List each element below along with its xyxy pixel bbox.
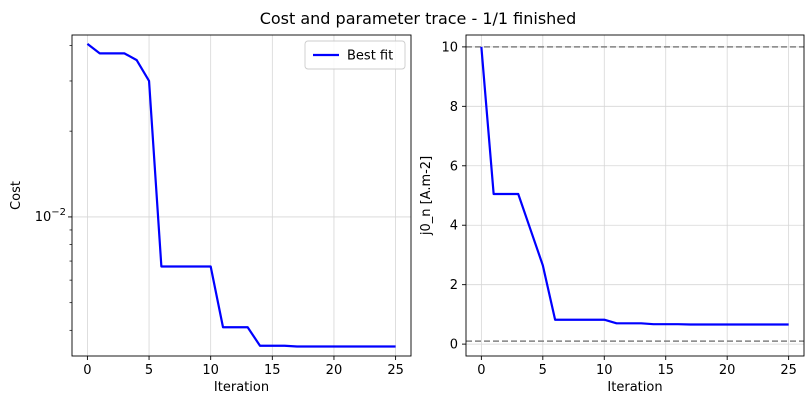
figure-title: Cost and parameter trace - 1/1 finished (260, 9, 577, 28)
right-panel-x-tick-label: 20 (719, 363, 736, 378)
left-panel-x-tick-label: 10 (202, 363, 219, 378)
left-panel-y-axis-title: Cost (9, 181, 24, 210)
right-panel-x-tick-label: 15 (657, 363, 674, 378)
right-panel-x-tick-label: 25 (780, 363, 797, 378)
left-panel-legend-label: Best fit (347, 49, 393, 64)
right-panel-y-axis-title: j0_n [A.m-2] (419, 156, 434, 236)
right-panel-y-tick-label: 6 (450, 159, 458, 174)
right-panel-y-tick-label: 8 (450, 100, 458, 115)
right-panel-x-axis-title: Iteration (607, 380, 662, 395)
right-panel-x-tick-label: 0 (477, 363, 485, 378)
right-panel-y-tick-label: 0 (450, 338, 458, 353)
left-panel-frame (71, 34, 412, 357)
left-panel-x-axis-title: Iteration (214, 380, 269, 395)
right-panel-y-tick-label: 4 (450, 219, 458, 234)
right-panel-y-tick-label: 2 (450, 278, 458, 293)
right-panel-x-tick-label: 5 (539, 363, 547, 378)
left-panel: 0 5 10 15 20 25 10−2 Iteration Cost Best fit (9, 34, 412, 395)
left-panel-x-tick-label: 0 (83, 363, 91, 378)
right-panel-x-tick-label: 10 (596, 363, 613, 378)
left-panel-series-line (86, 42, 396, 348)
left-panel-y-tick-label: 10−2 (35, 207, 66, 225)
right-panel-y-tick-label: 10 (441, 40, 458, 55)
left-panel-legend: Best fit (304, 40, 406, 70)
right-panel-frame (465, 34, 805, 357)
left-panel-legend-box (304, 40, 406, 70)
left-panel-x-tick-label: 25 (387, 363, 404, 378)
right-panel-series-line (480, 46, 789, 326)
right-panel: 0 5 10 15 20 25 0 2 4 6 8 10 Iteration j0_n [A.m-2] (419, 34, 805, 395)
left-panel-x-tick-label: 15 (264, 363, 281, 378)
left-panel-x-tick-label: 20 (326, 363, 343, 378)
left-panel-x-tick-label: 5 (145, 363, 153, 378)
